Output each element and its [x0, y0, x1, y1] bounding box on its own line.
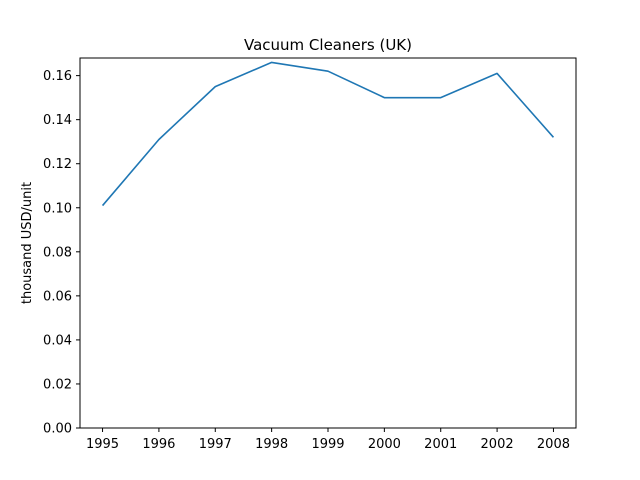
x-tick-label: 2008	[537, 437, 570, 452]
y-tick-label: 0.00	[43, 422, 72, 437]
x-tick-label: 1997	[199, 437, 232, 452]
y-tick-label: 0.10	[43, 201, 72, 216]
series-group	[101, 61, 555, 207]
x-tick-label: 1995	[86, 437, 119, 452]
y-tick-label: 0.04	[43, 333, 72, 348]
y-axis-ticks: 0.00 0.02 0.04 0.06 0.08 0.10 0.12 0.14 0.16	[43, 69, 80, 437]
x-tick-label: 1998	[255, 437, 288, 452]
x-tick-label: 2000	[368, 437, 401, 452]
y-tick-label: 0.16	[43, 69, 72, 84]
y-tick-label: 0.02	[43, 377, 72, 392]
x-tick-label: 1999	[311, 437, 344, 452]
chart-title: Vacuum Cleaners (UK)	[244, 36, 412, 54]
x-tick-label: 2001	[424, 437, 457, 452]
x-axis-ticks: 1995 1996 1997 1998 1999 2000 2001 2002 2008	[86, 428, 570, 452]
series-line-0	[101, 61, 555, 207]
y-tick-label: 0.08	[43, 245, 72, 260]
y-tick-label: 0.06	[43, 289, 72, 304]
x-tick-label: 1996	[142, 437, 175, 452]
x-tick-label: 2002	[481, 437, 514, 452]
y-axis-label: thousand USD/unit	[20, 182, 35, 304]
plot-frame	[79, 57, 577, 429]
y-tick-label: 0.12	[43, 157, 72, 172]
y-tick-label: 0.14	[43, 113, 72, 128]
